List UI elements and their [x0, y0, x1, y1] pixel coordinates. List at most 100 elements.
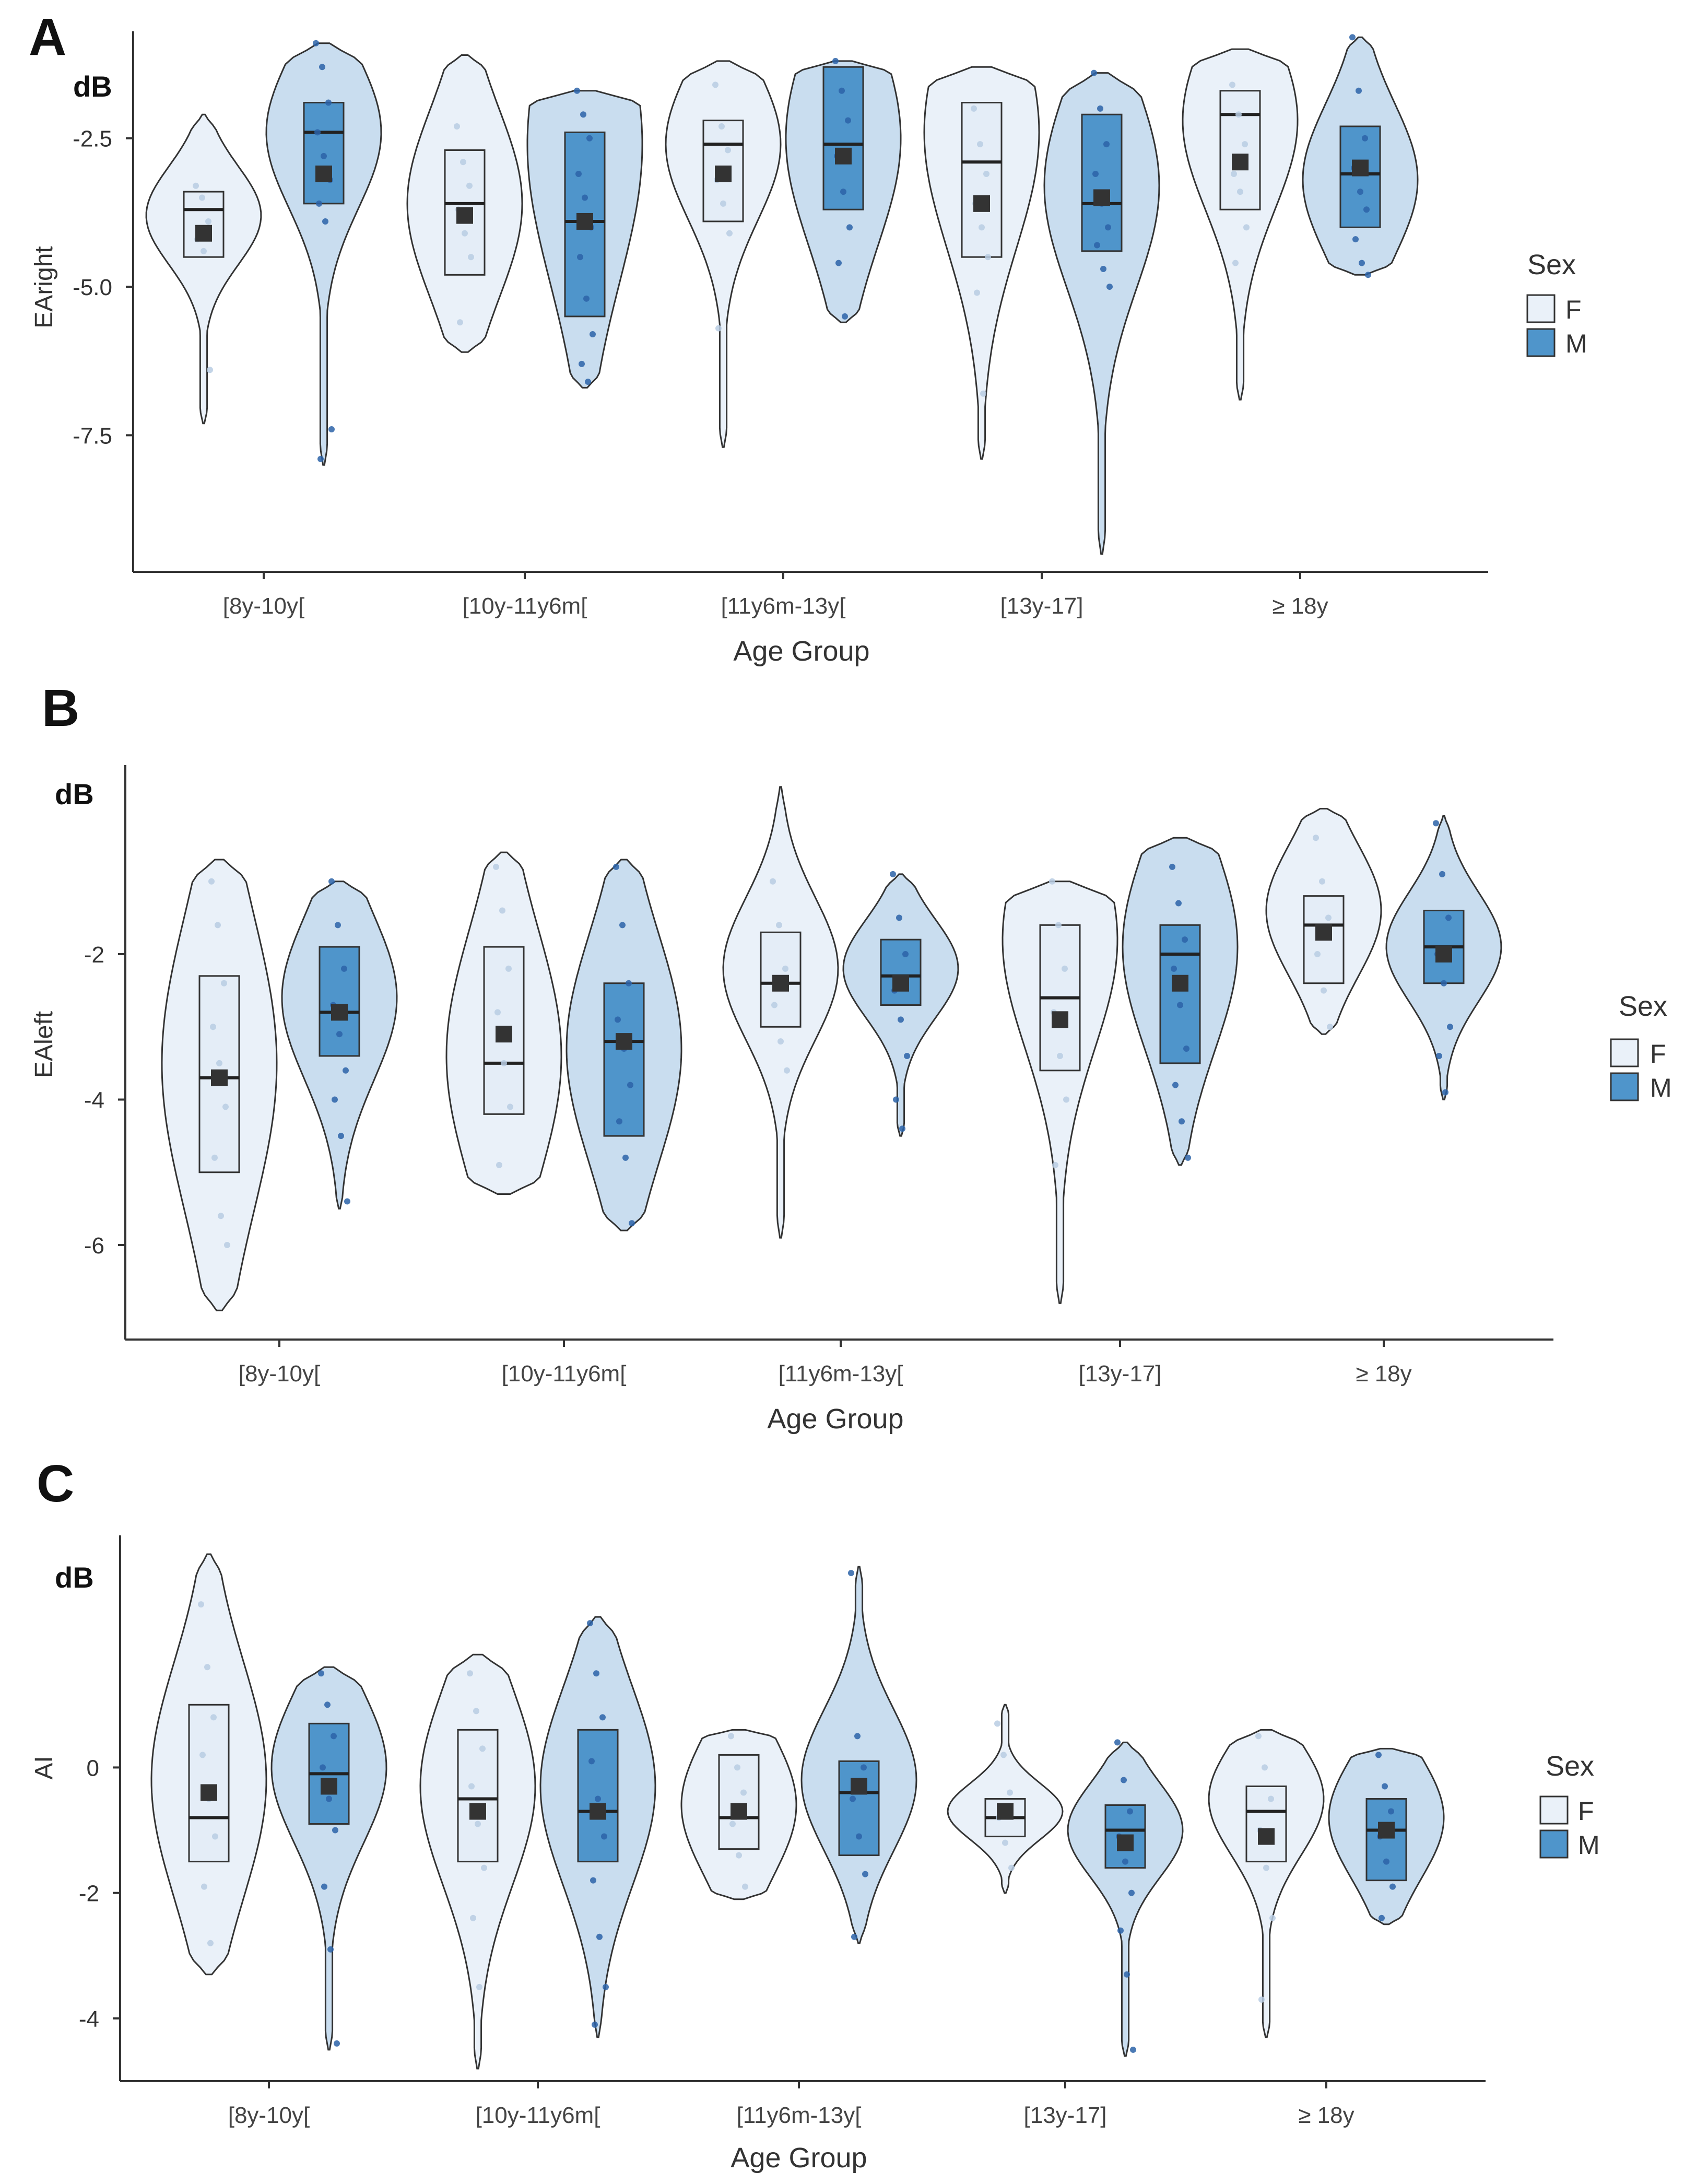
- mean-marker: [851, 1778, 867, 1795]
- y-tick-label: -4: [84, 1088, 104, 1113]
- data-point: [590, 331, 596, 338]
- data-point: [1052, 1161, 1058, 1168]
- data-point: [211, 1154, 218, 1161]
- violin-f-2: [445, 851, 562, 1195]
- legend-item-f: F: [1539, 1795, 1594, 1826]
- x-tick-label: [13y-17]: [1024, 2103, 1107, 2128]
- data-point: [222, 1103, 229, 1110]
- violin-f-3: [680, 1729, 797, 1900]
- data-point: [507, 1103, 513, 1110]
- data-point: [575, 170, 582, 177]
- legend-label-f: F: [1578, 1796, 1594, 1826]
- data-point: [1185, 1154, 1191, 1161]
- data-point: [1057, 1052, 1063, 1059]
- data-point: [574, 87, 580, 94]
- legend-item-m: M: [1610, 1072, 1672, 1102]
- violin-shape: [923, 66, 1040, 460]
- data-point: [582, 194, 588, 201]
- data-point: [322, 218, 328, 225]
- panel-c: C dB AI Age Group Sex F M 0 -2 -4 [8y-10y[[…: [30, 1454, 1600, 2174]
- data-point: [473, 1708, 479, 1715]
- violin-shape: [1067, 1741, 1184, 2057]
- violin-m-3: [800, 1566, 917, 1944]
- mean-marker: [731, 1803, 747, 1820]
- data-point: [1130, 2046, 1136, 2053]
- violin-shape: [1002, 880, 1118, 1304]
- x-tick-label: [10y-11y6m[: [502, 1361, 627, 1387]
- data-point: [326, 1795, 332, 1802]
- data-point: [210, 1714, 217, 1721]
- mean-marker: [973, 195, 990, 212]
- data-point: [324, 1701, 331, 1708]
- y-unit-label: dB: [55, 778, 94, 811]
- data-point: [839, 87, 845, 94]
- data-point: [318, 1670, 324, 1677]
- data-point: [1092, 170, 1099, 177]
- box-iqr: [188, 1704, 230, 1863]
- legend-item-m: M: [1526, 328, 1587, 358]
- data-point: [319, 64, 325, 71]
- data-point: [457, 319, 463, 326]
- data-point: [496, 1161, 502, 1168]
- mean-marker: [1258, 1828, 1275, 1845]
- data-point: [782, 965, 788, 972]
- x-tick-label: [8y-10y[: [223, 593, 305, 619]
- data-point: [467, 1670, 473, 1677]
- data-point: [338, 1133, 344, 1140]
- legend-title: Sex: [1546, 1751, 1594, 1782]
- mean-marker: [496, 1026, 512, 1043]
- data-point: [204, 1664, 210, 1671]
- data-point: [587, 1620, 593, 1627]
- data-point: [1103, 141, 1110, 148]
- mean-marker: [590, 1803, 606, 1820]
- data-point: [904, 1052, 910, 1059]
- data-point: [1179, 1118, 1185, 1125]
- data-point: [729, 1821, 736, 1827]
- data-point: [1124, 1971, 1130, 1978]
- data-point: [1321, 987, 1327, 994]
- box-iqr: [1365, 1798, 1407, 1882]
- data-point: [1106, 284, 1113, 290]
- data-point: [1172, 1082, 1179, 1088]
- y-tick-label: -2: [79, 1881, 99, 1907]
- x-tick-label: ≥ 18y: [1272, 593, 1328, 619]
- data-point: [740, 1789, 747, 1796]
- x-axis-title: Age Group: [733, 636, 869, 667]
- data-point: [316, 200, 322, 207]
- data-point: [720, 200, 726, 207]
- violin-m-5: [1328, 1747, 1445, 1925]
- data-point: [501, 1060, 507, 1066]
- data-point: [313, 40, 319, 46]
- data-point: [321, 1883, 327, 1890]
- data-point: [898, 1016, 904, 1023]
- violin-f-3: [722, 786, 839, 1239]
- y-axis-title: EAright: [30, 246, 58, 328]
- data-point: [199, 194, 205, 201]
- data-point: [1063, 1096, 1069, 1103]
- data-point: [832, 57, 839, 64]
- mean-marker: [1052, 1011, 1068, 1028]
- data-point: [1439, 871, 1445, 877]
- violin-f-1: [150, 1553, 267, 1976]
- x-tick-label: [13y-17]: [1000, 593, 1083, 619]
- data-point: [1097, 105, 1103, 112]
- data-point: [736, 1852, 742, 1859]
- mean-marker: [1315, 924, 1332, 941]
- data-point: [1177, 1002, 1183, 1008]
- data-point: [603, 1983, 609, 1990]
- violin-f-1: [161, 859, 278, 1311]
- data-point: [1319, 878, 1325, 885]
- data-point: [470, 1915, 476, 1921]
- data-point: [336, 1031, 343, 1038]
- legend-item-m: M: [1539, 1829, 1600, 1860]
- x-tick-label: [11y6m-13y[: [779, 1361, 903, 1387]
- violin-m-1: [270, 1666, 387, 2051]
- data-point: [1182, 936, 1188, 943]
- data-point: [861, 1764, 867, 1771]
- box-iqr: [838, 1760, 880, 1857]
- box-iqr: [577, 1729, 619, 1863]
- data-point: [850, 1795, 856, 1802]
- y-tick-label: -7.5: [73, 423, 112, 449]
- violin-shape: [265, 42, 382, 466]
- data-point: [1121, 1777, 1127, 1783]
